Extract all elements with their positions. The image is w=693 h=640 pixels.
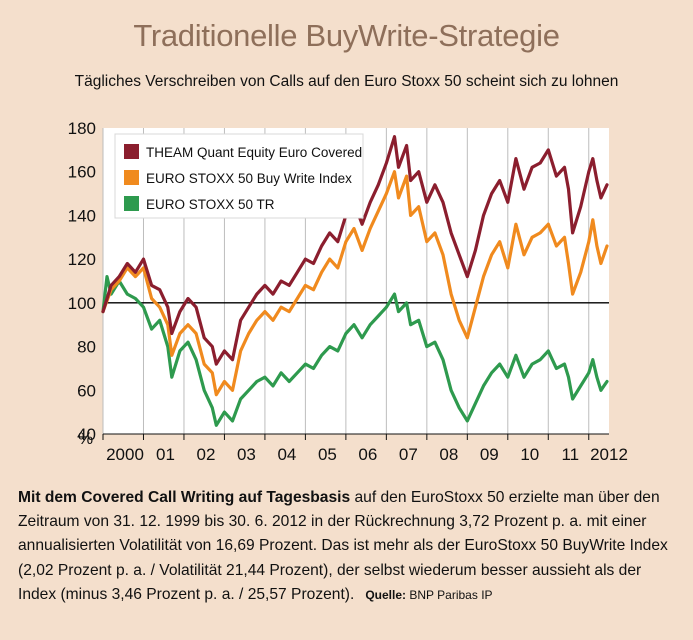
series-line [101,135,609,366]
x-tick-label: 10 [520,445,539,464]
y-tick-label: 60 [77,381,96,400]
x-tick-label: 2012 [590,445,628,464]
line-chart: 40 60 80 100 120 140 160 180 2000 01 02 03 04 05 06 07… [68,119,628,464]
chart-subtitle: Tägliches Verschreiben von Calls auf den… [74,73,619,90]
source-name: BNP Paribas IP [409,587,493,602]
x-tick-label: 07 [399,445,418,464]
legend-label: EURO STOXX 50 Buy Write Index [146,171,352,186]
x-tick-label: 11 [561,445,579,464]
x-tick-label: 05 [318,445,337,464]
chart-title: Traditionelle BuyWrite-Strategie [133,18,560,53]
y-tick-label: 80 [77,338,96,357]
legend-swatch [124,196,139,211]
y-tick-label: 40 [77,425,96,444]
legend-box [114,133,364,219]
legend-label: EURO STOXX 50 TR [146,197,275,212]
legend-swatch [124,170,139,185]
y-axis: 40 60 80 100 120 140 160 180 [68,119,96,444]
x-tick-label: 2000 [106,445,144,464]
y-tick-label: 120 [68,250,96,269]
source: Quelle: BNP Paribas IP [359,587,493,602]
y-tick-label: 160 [68,163,96,182]
y-axis-unit: % [78,429,93,448]
x-tick-label: 04 [277,445,296,464]
y-tick-label: 140 [68,206,96,225]
legend-swatch [124,144,139,159]
source-label: Quelle: [365,587,407,602]
x-tick-label: 09 [480,445,499,464]
caption-bold: Mit dem Covered Call Writing auf Tagesba… [18,489,351,506]
legend: THEAM Quant Equity Euro Covered EURO STOX… [114,133,364,219]
y-tick-label: 180 [68,119,96,138]
y-tick-label: 100 [68,294,96,313]
caption: Mit dem Covered Call Writing auf Tagesba… [18,486,678,607]
caption-text: auf den EuroStoxx 50 erzielte man über d… [18,489,668,603]
x-tick-label: 06 [358,445,377,464]
series-lines [101,135,609,427]
x-axis: 2000 01 02 03 04 05 06 07 08 09 10 11 2012 [102,433,628,464]
x-tick-label: 08 [439,445,458,464]
x-tick-label: 03 [237,445,256,464]
series-line [101,275,609,427]
legend-label: THEAM Quant Equity Euro Covered [146,145,362,160]
x-tick-label: 01 [156,445,175,464]
series-line [101,170,609,397]
x-tick-label: 02 [196,445,215,464]
